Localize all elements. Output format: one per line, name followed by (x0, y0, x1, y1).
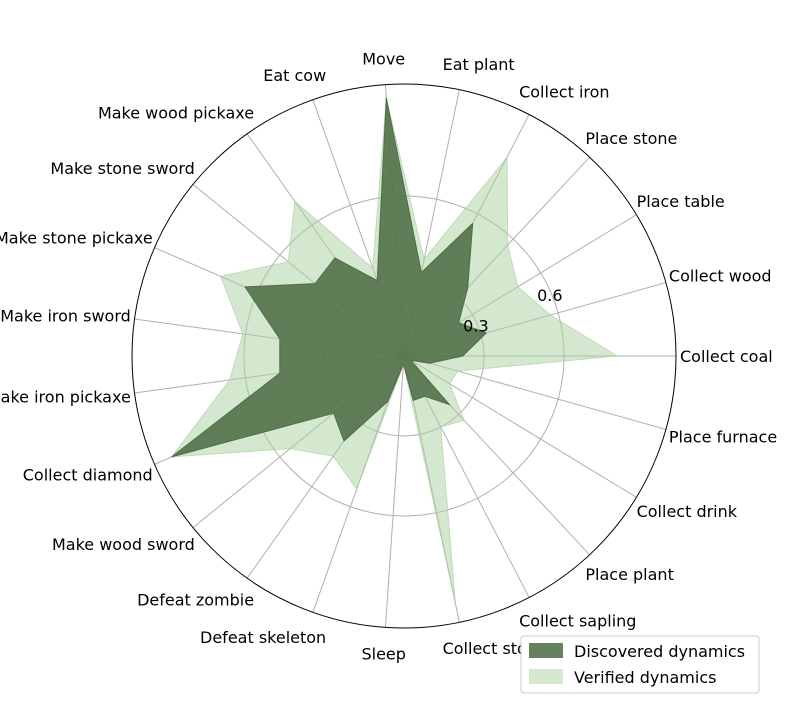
category-label: Sleep (361, 644, 405, 663)
radial-tick-label: 0.3 (463, 316, 488, 335)
radar-series (171, 97, 618, 605)
category-label: Place table (637, 192, 725, 211)
category-label: Collect coal (680, 347, 773, 366)
legend: Discovered dynamics Verified dynamics (520, 635, 760, 694)
category-label: Place plant (585, 565, 673, 584)
grid-spoke (384, 355, 405, 628)
category-label: Move (362, 50, 405, 69)
legend-label-verified: Verified dynamics (574, 668, 716, 687)
category-label: Make stone sword (50, 159, 194, 178)
outer-frame (131, 83, 677, 629)
category-label: Eat plant (443, 55, 515, 74)
legend-swatch-verified (529, 669, 563, 684)
category-label: Make wood pickaxe (98, 104, 254, 123)
category-label: Make stone pickaxe (0, 228, 153, 247)
category-label: Place stone (585, 129, 677, 148)
category-label: Collect diamond (23, 466, 153, 485)
legend-swatch-discovered (529, 643, 563, 658)
category-label: Place furnace (669, 427, 777, 446)
category-label: Make wood sword (52, 535, 195, 554)
category-label: Make iron pickaxe (0, 388, 131, 407)
category-label: Collect iron (519, 82, 609, 101)
radial-tick-labels: 0.3 0.6 (463, 286, 562, 336)
category-label: Collect wood (669, 267, 772, 286)
category-label: Defeat skeleton (200, 628, 326, 647)
legend-label-discovered: Discovered dynamics (574, 642, 745, 661)
category-label: Collect sapling (519, 612, 636, 631)
category-label: Defeat zombie (137, 591, 254, 610)
category-label: Collect drink (637, 502, 738, 521)
series-discovered-area (171, 97, 487, 458)
radial-tick-label: 0.6 (537, 286, 562, 305)
legend-frame (520, 635, 760, 694)
category-label: Make iron sword (0, 306, 131, 325)
category-label: Eat cow (263, 66, 326, 85)
category-labels: Collect coal Collect wood Place table Place… (0, 50, 777, 664)
